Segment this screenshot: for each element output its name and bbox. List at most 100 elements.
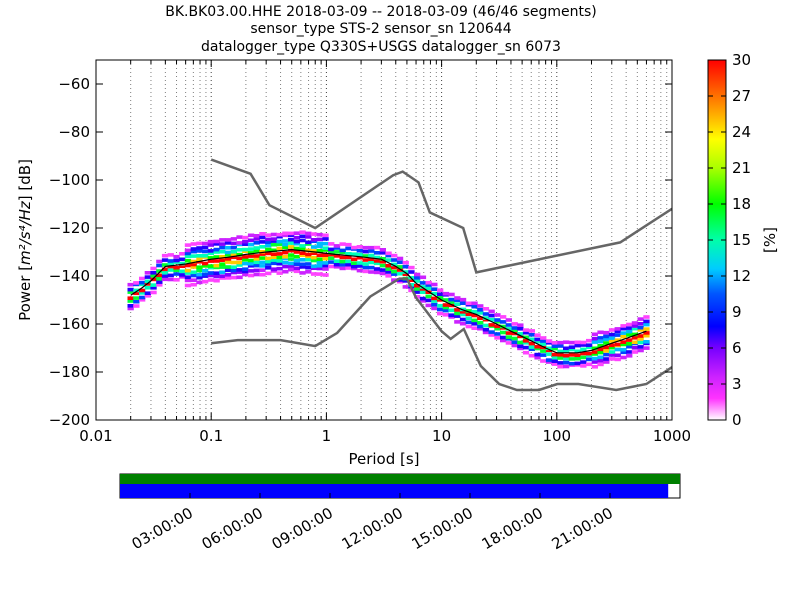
heatmap-cell — [477, 316, 484, 320]
heatmap-cell — [351, 261, 358, 265]
heatmap-cell — [437, 296, 444, 300]
heatmap-cell — [356, 268, 363, 273]
heatmap-cell — [631, 326, 639, 331]
heatmap-cell — [213, 274, 220, 279]
heatmap-cell — [196, 249, 203, 253]
heatmap-cell — [442, 313, 449, 317]
heatmap-cell — [184, 268, 192, 273]
heatmap-cell — [202, 279, 209, 284]
heatmap-cell — [127, 306, 134, 311]
heatmap-cell — [293, 254, 300, 259]
heatmap-cell — [454, 298, 461, 303]
heatmap-cell — [368, 260, 375, 265]
heatmap-cell — [597, 336, 604, 340]
heatmap-cell — [545, 339, 553, 343]
heatmap-cell — [219, 262, 226, 266]
heatmap-cell — [276, 242, 283, 247]
colorbar-tick-label: 30 — [732, 51, 751, 69]
heatmap-cell — [288, 267, 295, 272]
heatmap-cell — [574, 343, 581, 348]
heatmap-cell — [305, 235, 312, 239]
heatmap-cell — [230, 270, 237, 275]
heatmap-cell — [322, 237, 329, 241]
heatmap-cell — [276, 252, 283, 256]
heatmap-cell — [339, 248, 346, 253]
heatmap-cell — [224, 250, 232, 255]
heatmap-cell — [247, 242, 255, 247]
heatmap-cell — [316, 264, 323, 268]
heatmap-cell — [597, 362, 604, 367]
heatmap-cell — [202, 241, 209, 246]
heatmap-cell — [190, 242, 197, 246]
heatmap-cell — [626, 354, 633, 358]
heatmap-cell — [603, 334, 610, 339]
heatmap-cell — [161, 267, 169, 272]
heatmap-cell — [213, 263, 220, 268]
heatmap-cell — [414, 276, 421, 280]
heatmap-cell — [454, 296, 461, 300]
heatmap-cell — [339, 259, 346, 264]
heatmap-cell — [351, 266, 358, 271]
heatmap-cell — [454, 314, 461, 318]
heatmap-cell — [230, 237, 237, 241]
heatmap-cell — [368, 245, 375, 250]
heatmap-cell — [442, 308, 449, 313]
heatmap-cell — [196, 257, 203, 261]
heatmap-cell — [179, 273, 186, 277]
heatmap-cell — [270, 232, 278, 237]
heatmap-cell — [190, 249, 197, 254]
heatmap-cell — [282, 250, 289, 255]
heatmap-cell — [253, 234, 260, 238]
heatmap-cell — [414, 272, 421, 277]
heatmap-cell — [173, 278, 180, 282]
heatmap-cell — [328, 256, 335, 260]
heatmap-cell — [133, 281, 140, 285]
heatmap-cell — [196, 272, 203, 277]
heatmap-cell — [551, 341, 558, 345]
heatmap-cell — [224, 265, 232, 269]
heatmap-cell — [597, 358, 604, 363]
heatmap-cell — [534, 352, 541, 357]
heatmap-cell — [173, 268, 180, 273]
x-tick-label: 100 — [542, 427, 571, 445]
heatmap-cell — [356, 264, 363, 268]
heatmap-cell — [488, 317, 495, 322]
heatmap-cell — [454, 320, 461, 324]
heatmap-cell — [448, 313, 455, 317]
heatmap-cell — [540, 336, 547, 340]
heatmap-cell — [626, 350, 633, 354]
heatmap-cell — [603, 345, 610, 350]
heatmap-cell — [494, 332, 501, 336]
heatmap-cell — [339, 266, 346, 271]
heatmap-cell — [230, 265, 237, 269]
heatmap-cell — [580, 360, 587, 364]
heatmap-cell — [574, 361, 581, 366]
heatmap-cell — [528, 333, 535, 337]
heatmap-cell — [161, 258, 169, 262]
heatmap-cell — [534, 333, 541, 337]
heatmap-cell — [591, 352, 598, 356]
heatmap-cell — [213, 250, 220, 254]
heatmap-cell — [362, 249, 369, 254]
heatmap-cell — [540, 359, 547, 363]
x-tick-label: 1000 — [653, 427, 691, 445]
heatmap-cell — [448, 303, 455, 308]
heatmap-cell — [242, 235, 249, 240]
heatmap-cell — [551, 344, 558, 348]
heatmap-cell — [293, 258, 300, 263]
heatmap-cell — [310, 238, 318, 242]
heatmap-cell — [425, 298, 432, 303]
heatmap-cell — [288, 237, 295, 242]
heatmap-cell — [637, 340, 644, 345]
colorbar-tick-label: 3 — [732, 375, 742, 393]
heatmap-cell — [643, 322, 650, 327]
heatmap-cell — [224, 257, 232, 261]
heatmap-cell — [333, 254, 341, 258]
heatmap-cell — [127, 299, 134, 303]
heatmap-cell — [442, 291, 449, 296]
y-axis: −60 −80 −100 −120 −140 −160 −180 −200 — [49, 75, 672, 429]
heatmap-cell — [517, 323, 524, 327]
colorbar-tick-label: 6 — [732, 339, 742, 357]
heatmap-cell — [614, 338, 621, 342]
heatmap-cell — [402, 260, 409, 265]
